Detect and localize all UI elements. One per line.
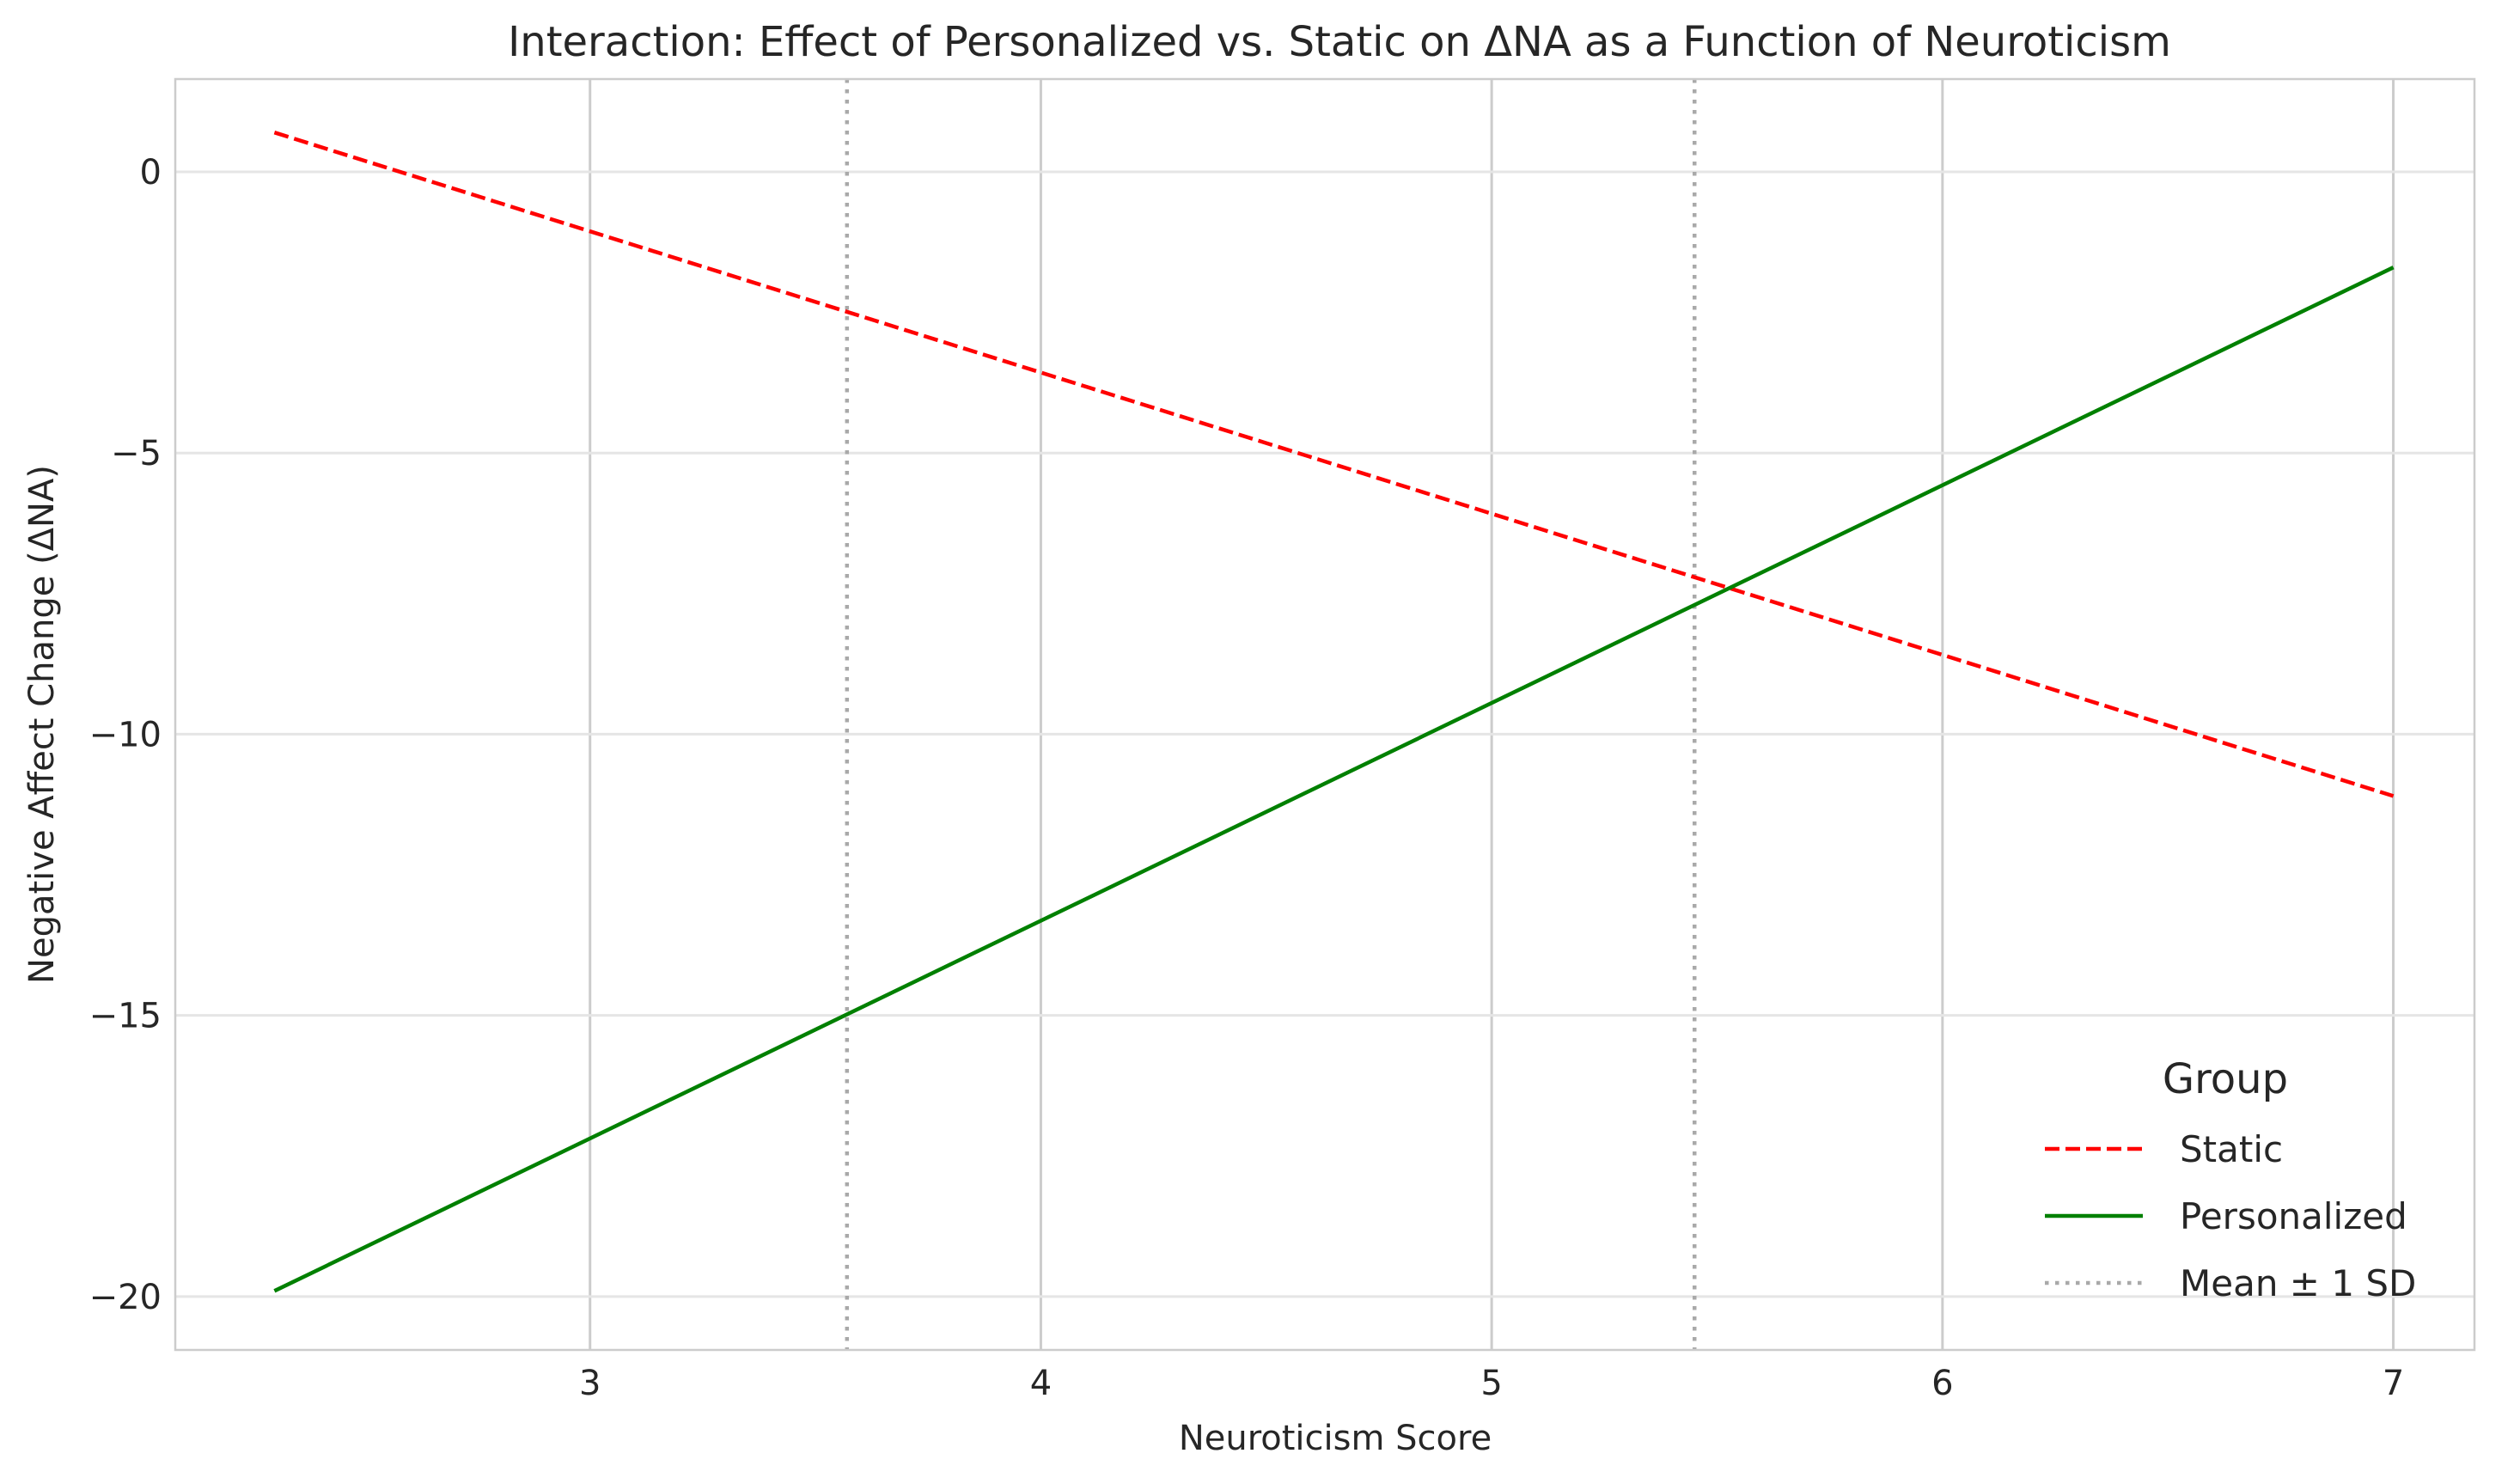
y-tick-label: −5 <box>111 434 162 473</box>
y-tick-label: −20 <box>89 1278 162 1317</box>
x-tick-label: 5 <box>1480 1364 1502 1403</box>
x-tick-label: 7 <box>2383 1364 2404 1403</box>
chart-title: Interaction: Effect of Personalized vs. … <box>508 18 2171 66</box>
x-tick-label: 4 <box>1030 1364 1052 1403</box>
legend-label-static: Static <box>2180 1128 2283 1170</box>
legend-label-personalized: Personalized <box>2180 1195 2407 1237</box>
y-tick-labels: 0 −5 −10 −15 −20 <box>89 153 162 1317</box>
y-tick-label: 0 <box>140 153 162 192</box>
x-tick-labels: 3 4 5 6 7 <box>579 1364 2404 1403</box>
plot-frame <box>174 77 2476 1352</box>
y-tick-label: −10 <box>89 715 162 754</box>
x-axis-label: Neuroticism Score <box>1179 1419 1492 1458</box>
y-tick-label: −15 <box>89 997 162 1036</box>
series-lines <box>273 131 2395 1293</box>
legend-label-mean-sd: Mean ± 1 SD <box>2180 1262 2416 1304</box>
x-tick-label: 6 <box>1931 1364 1953 1403</box>
x-tick-label: 3 <box>579 1364 601 1403</box>
legend: Group Static Personalized Mean ± 1 SD <box>2045 1055 2416 1304</box>
y-axis-label: Negative Affect Change (ΔNA) <box>22 465 62 984</box>
legend-title: Group <box>2163 1055 2288 1103</box>
gridlines <box>175 79 2474 1350</box>
series-line-personalized <box>273 266 2395 1293</box>
